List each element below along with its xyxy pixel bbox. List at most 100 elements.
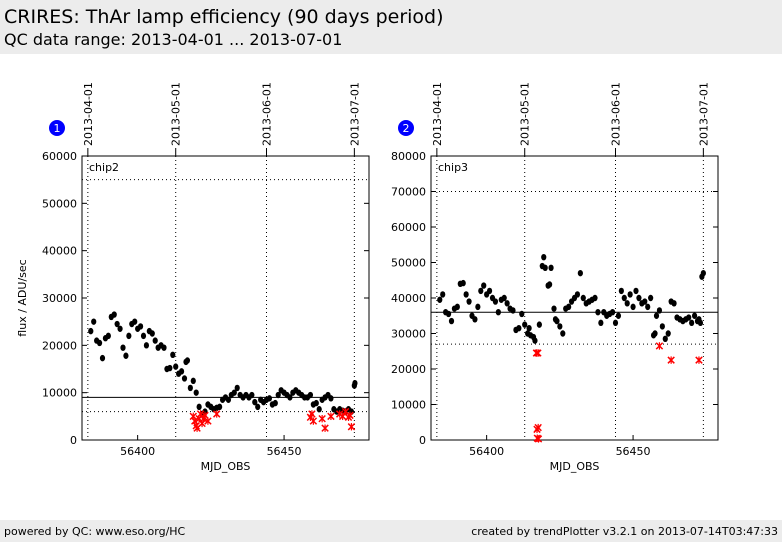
data-point bbox=[170, 351, 176, 358]
data-point bbox=[486, 287, 493, 295]
data-point bbox=[495, 309, 501, 316]
data-point bbox=[554, 317, 560, 325]
data-point bbox=[659, 323, 665, 330]
plot-area: 1 2013-04-01 2013-05-01 2013-06-01 2013-07-0… bbox=[16, 82, 719, 473]
data-point bbox=[445, 310, 452, 318]
data-point bbox=[624, 300, 630, 307]
data-point bbox=[266, 395, 273, 402]
data-point bbox=[316, 406, 322, 413]
data-point bbox=[522, 321, 528, 328]
date-tick-label: 2013-04-01 bbox=[431, 82, 444, 146]
data-point bbox=[633, 287, 639, 295]
data-point bbox=[196, 403, 202, 411]
data-point bbox=[475, 303, 481, 311]
data-point bbox=[287, 394, 293, 401]
data-point bbox=[91, 318, 97, 325]
data-point bbox=[560, 330, 566, 337]
x-tick-label: 56400 bbox=[469, 445, 504, 458]
data-point bbox=[671, 300, 677, 307]
y-tick-label: 70000 bbox=[391, 186, 426, 199]
data-point bbox=[609, 309, 616, 316]
y-tick-label: 40000 bbox=[42, 245, 77, 258]
y-tick-label: 10000 bbox=[391, 399, 426, 412]
page-header: CRIRES: ThAr lamp efficiency (90 days pe… bbox=[0, 0, 782, 54]
date-tick-label: 2013-07-01 bbox=[348, 82, 361, 146]
y-tick-label: 10000 bbox=[42, 387, 77, 400]
y-tick-label: 0 bbox=[419, 434, 426, 447]
data-point bbox=[481, 282, 487, 289]
data-point bbox=[328, 395, 334, 402]
chart-panel-2: 2 2013-04-01 2013-05-01 2013-06-01 2013-07-0… bbox=[391, 82, 719, 473]
data-point bbox=[99, 354, 106, 362]
data-point bbox=[255, 403, 261, 411]
data-point bbox=[252, 398, 258, 406]
data-point bbox=[566, 303, 572, 311]
data-point bbox=[167, 364, 173, 372]
x-axis-label: MJD_OBS bbox=[201, 460, 251, 473]
panel-badge-number: 1 bbox=[54, 122, 61, 135]
outlier-point bbox=[347, 423, 356, 431]
panel-badge bbox=[49, 120, 65, 136]
outlier-point bbox=[204, 417, 212, 425]
date-tick-label: 2013-06-01 bbox=[261, 82, 274, 146]
outlier-point bbox=[534, 435, 543, 443]
data-point bbox=[190, 377, 196, 385]
data-point bbox=[181, 375, 188, 382]
date-tick-label: 2013-07-01 bbox=[697, 82, 710, 146]
data-point bbox=[460, 279, 466, 287]
y-tick-label: 20000 bbox=[42, 339, 77, 352]
data-point bbox=[132, 318, 138, 325]
y-tick-label: 30000 bbox=[391, 328, 426, 341]
data-point bbox=[152, 337, 158, 344]
data-point bbox=[510, 307, 516, 314]
data-point bbox=[88, 327, 94, 335]
data-point bbox=[161, 344, 167, 351]
y-tick-label: 50000 bbox=[391, 257, 426, 270]
data-point bbox=[551, 305, 557, 312]
data-point bbox=[234, 384, 240, 392]
y-tick-label: 30000 bbox=[42, 292, 77, 305]
outlier-point bbox=[308, 410, 316, 418]
data-point bbox=[592, 294, 598, 302]
data-point bbox=[548, 264, 554, 272]
data-point bbox=[642, 298, 648, 305]
data-point bbox=[557, 323, 563, 330]
data-point bbox=[440, 291, 446, 298]
data-point bbox=[648, 294, 654, 302]
data-point bbox=[547, 281, 553, 288]
outlier-point bbox=[327, 412, 335, 421]
data-point bbox=[272, 399, 278, 407]
data-point bbox=[621, 294, 627, 302]
data-point bbox=[652, 330, 658, 337]
y-tick-label: 60000 bbox=[42, 150, 77, 163]
x-tick-label: 56450 bbox=[267, 445, 302, 458]
data-point bbox=[630, 303, 636, 311]
data-point bbox=[492, 298, 499, 305]
page-footer: powered by QC: www.eso.org/HC created by… bbox=[0, 520, 782, 542]
x-tick-label: 56400 bbox=[120, 445, 155, 458]
outlier-point bbox=[318, 414, 326, 423]
panel-label: chip2 bbox=[89, 161, 119, 174]
data-point bbox=[598, 319, 604, 327]
data-point bbox=[249, 391, 255, 399]
data-point bbox=[472, 316, 478, 323]
data-point bbox=[595, 309, 601, 316]
data-point bbox=[542, 264, 548, 272]
y-tick-label: 80000 bbox=[391, 150, 426, 163]
data-point bbox=[352, 380, 358, 387]
outlier-point bbox=[534, 349, 542, 357]
data-point bbox=[577, 269, 583, 277]
data-point bbox=[516, 324, 522, 332]
data-point bbox=[137, 323, 144, 330]
data-point bbox=[96, 339, 103, 347]
panel-label: chip3 bbox=[438, 161, 468, 174]
data-point bbox=[627, 291, 633, 298]
data-point bbox=[541, 253, 547, 261]
date-tick-label: 2013-05-01 bbox=[519, 82, 532, 146]
page-subtitle: QC data range: 2013-04-01 ... 2013-07-01 bbox=[4, 30, 343, 49]
data-point bbox=[454, 303, 460, 311]
date-tick-label: 2013-04-01 bbox=[82, 82, 95, 146]
data-point bbox=[466, 298, 472, 305]
outlier-point bbox=[695, 356, 703, 364]
outlier-point bbox=[212, 410, 221, 418]
